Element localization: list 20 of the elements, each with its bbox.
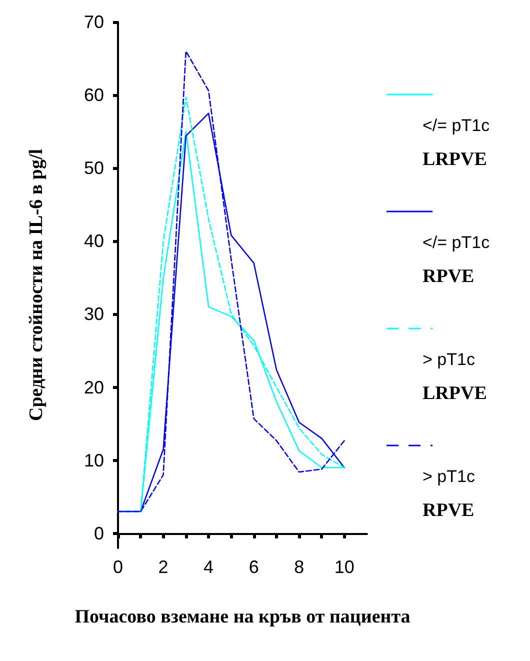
y-tick-label: 60	[84, 85, 104, 106]
x-tick-label: 8	[294, 557, 304, 577]
y-axis-title: Средни стойности на IL-6 в pg/l	[26, 148, 47, 422]
x-axis-title: Почасово вземане на кръв от пациента	[74, 606, 411, 628]
x-tick-label: 6	[248, 557, 259, 577]
y-tick-label: 30	[84, 304, 104, 324]
legend-label: > pT1c LRPVE	[422, 350, 487, 404]
y-tick-label: 70	[84, 12, 104, 32]
x-tick-label: 10	[334, 557, 354, 577]
legend-label: </= pT1c RPVE	[422, 233, 490, 287]
legend-label: > pT1c RPVE	[422, 467, 476, 521]
y-tick-label: 20	[84, 377, 104, 398]
y-tick-label: 10	[84, 450, 104, 470]
x-tick-label: 0	[112, 557, 124, 577]
y-tick-label: 40	[84, 231, 104, 252]
x-tick-label: 4	[204, 557, 214, 577]
y-tick-label: 0	[94, 523, 104, 544]
legend-label: </= pT1c LRPVE	[422, 116, 490, 170]
x-tick-label: 2	[158, 557, 168, 577]
y-tick-label: 50	[84, 158, 104, 178]
